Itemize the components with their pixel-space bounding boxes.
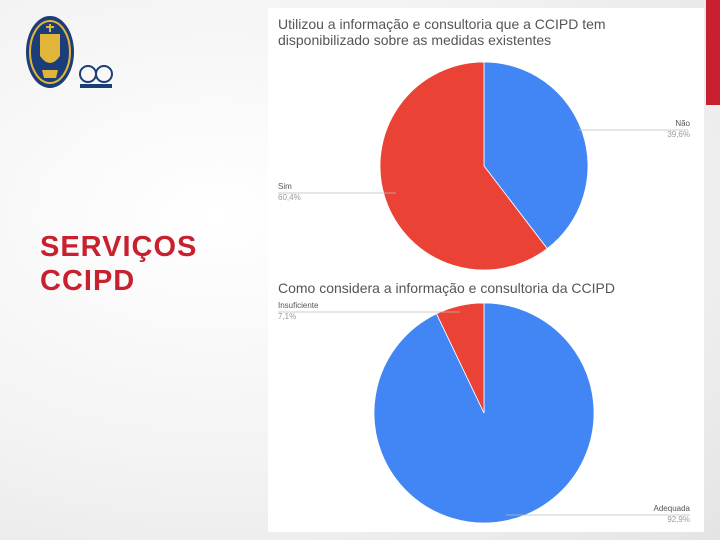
chart-title: Utilizou a informação e consultoria que …	[278, 16, 606, 48]
pie-chart-rating-svg: Insuficiente 7,1% Adequada 92,9%	[278, 301, 691, 524]
accent-strip	[706, 0, 720, 105]
chart-title: Como considera a informação e consultori…	[278, 280, 615, 296]
slice-percent: 92,9%	[667, 515, 690, 524]
slice-label: Insuficiente	[278, 301, 319, 310]
slice-label: Não	[675, 119, 690, 128]
slice-percent: 7,1%	[278, 312, 296, 321]
slice-label: Adequada	[654, 504, 691, 513]
pie-slice	[379, 61, 548, 271]
slice-percent: 39,6%	[667, 130, 690, 139]
pie-chart-rating: Como considera a informação e consultori…	[268, 272, 704, 532]
pie-slice	[483, 61, 589, 250]
slide-title-line: SERVIÇOS	[40, 231, 198, 263]
slide-title-line: CCIPD	[40, 265, 136, 297]
slice-label: Sim	[278, 182, 292, 191]
pie-chart-usage-svg: Não 39,6% Sim 60,4%	[278, 61, 691, 271]
institution-logo	[22, 12, 118, 92]
slice-percent: 60,4%	[278, 193, 301, 202]
pie-slice	[436, 302, 485, 414]
pie-chart-usage: Utilizou a informação e consultoria que …	[268, 8, 704, 272]
coat-of-arms-icon	[26, 16, 113, 88]
slide-title: SERVIÇOS CCIPD	[40, 230, 197, 298]
